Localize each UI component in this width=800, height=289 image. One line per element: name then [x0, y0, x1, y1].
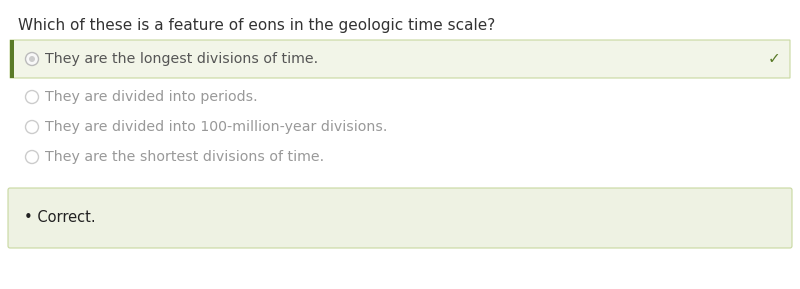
Text: ✓: ✓ [767, 51, 780, 66]
Circle shape [26, 90, 38, 103]
Text: They are the longest divisions of time.: They are the longest divisions of time. [45, 52, 318, 66]
Bar [10, 40, 14, 78]
Text: They are the shortest divisions of time.: They are the shortest divisions of time. [45, 150, 324, 164]
Text: They are divided into periods.: They are divided into periods. [45, 90, 258, 104]
FancyBboxPatch shape [8, 188, 792, 248]
Circle shape [29, 56, 35, 62]
Circle shape [26, 121, 38, 134]
Text: • Correct.: • Correct. [24, 210, 96, 225]
Circle shape [26, 151, 38, 164]
FancyBboxPatch shape [10, 40, 790, 78]
Circle shape [26, 53, 38, 66]
Text: They are divided into 100-million-year divisions.: They are divided into 100-million-year d… [45, 120, 387, 134]
Text: Which of these is a feature of eons in the geologic time scale?: Which of these is a feature of eons in t… [18, 18, 495, 33]
